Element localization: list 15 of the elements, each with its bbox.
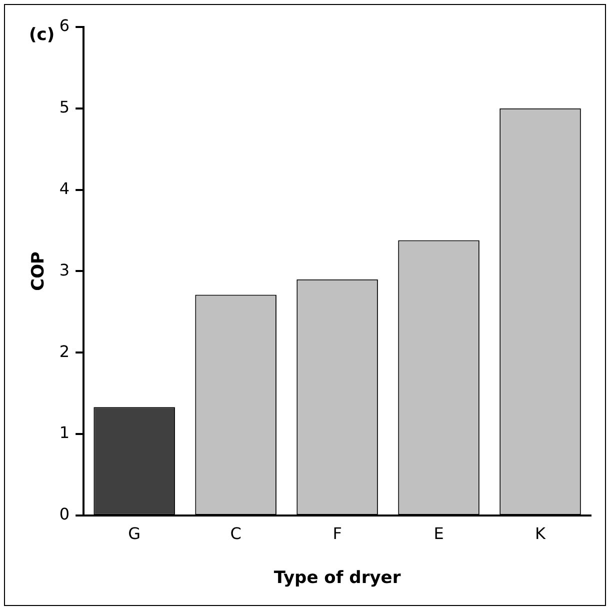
- text: (c): [29, 24, 55, 45]
- y-tick-label: 5: [59, 98, 70, 117]
- y-tick-label: 2: [59, 342, 70, 361]
- y-axis-title: COP: [28, 252, 49, 291]
- x-tick-label: G: [128, 524, 141, 544]
- x-tick-label: K: [535, 524, 546, 544]
- x-axis-title: Type of dryer: [274, 568, 402, 588]
- x-tick-label: F: [332, 524, 342, 544]
- y-tick-label: 4: [59, 178, 70, 198]
- x-tick-label: C: [230, 524, 242, 544]
- y-tick-label: 1: [59, 423, 70, 442]
- x-tick-label: E: [434, 524, 444, 544]
- y-tick-label: 3: [59, 260, 70, 280]
- y-tick-label: 6: [59, 16, 70, 36]
- y-tick-label: 0: [59, 504, 70, 524]
